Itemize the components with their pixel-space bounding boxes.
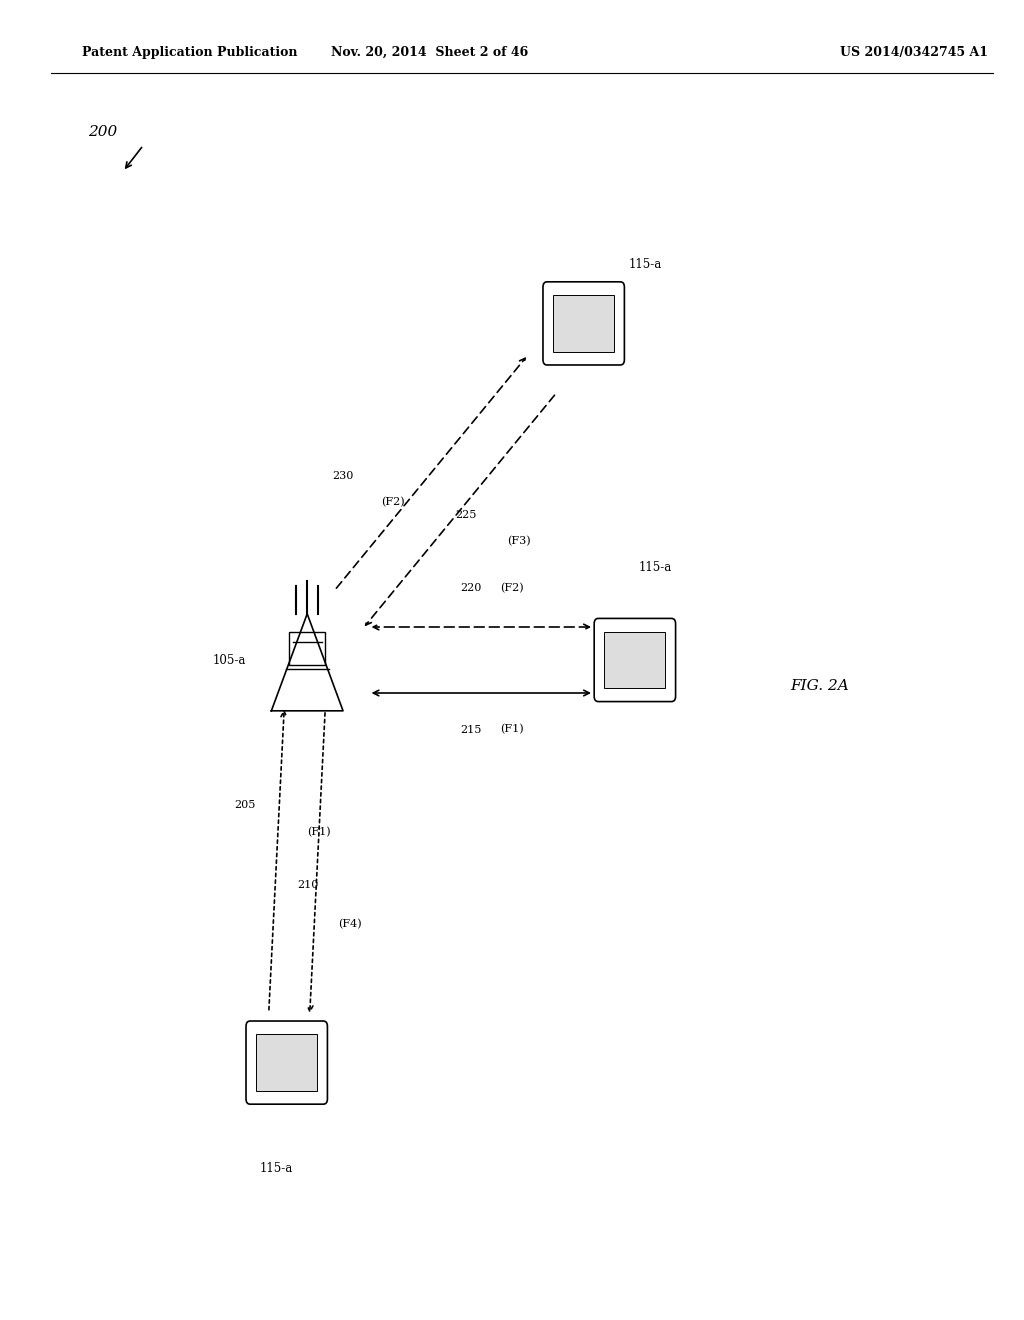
Text: 115-a: 115-a xyxy=(639,561,672,574)
FancyBboxPatch shape xyxy=(594,618,676,702)
Text: Patent Application Publication: Patent Application Publication xyxy=(82,46,297,59)
Bar xyxy=(289,632,326,665)
Bar xyxy=(553,296,614,351)
Text: (F2): (F2) xyxy=(381,496,404,507)
FancyBboxPatch shape xyxy=(543,281,625,364)
FancyBboxPatch shape xyxy=(246,1022,328,1104)
Text: 225: 225 xyxy=(456,510,477,520)
Text: (F3): (F3) xyxy=(507,536,530,546)
Text: 105-a: 105-a xyxy=(212,653,246,667)
Text: (F2): (F2) xyxy=(500,583,524,594)
Text: (F1): (F1) xyxy=(500,725,524,735)
Text: 200: 200 xyxy=(88,124,117,139)
Text: Nov. 20, 2014  Sheet 2 of 46: Nov. 20, 2014 Sheet 2 of 46 xyxy=(332,46,528,59)
Text: 115-a: 115-a xyxy=(260,1162,293,1175)
Bar xyxy=(604,632,666,689)
Text: 220: 220 xyxy=(461,583,481,594)
Text: 230: 230 xyxy=(332,470,353,480)
Text: FIG. 2A: FIG. 2A xyxy=(790,680,849,693)
Text: US 2014/0342745 A1: US 2014/0342745 A1 xyxy=(840,46,988,59)
Text: 115-a: 115-a xyxy=(629,257,662,271)
Text: 205: 205 xyxy=(234,800,256,810)
Text: (F4): (F4) xyxy=(338,919,361,929)
Bar xyxy=(256,1035,317,1090)
Text: 210: 210 xyxy=(297,879,318,890)
Text: 215: 215 xyxy=(461,725,481,735)
Text: (F1): (F1) xyxy=(307,826,331,837)
